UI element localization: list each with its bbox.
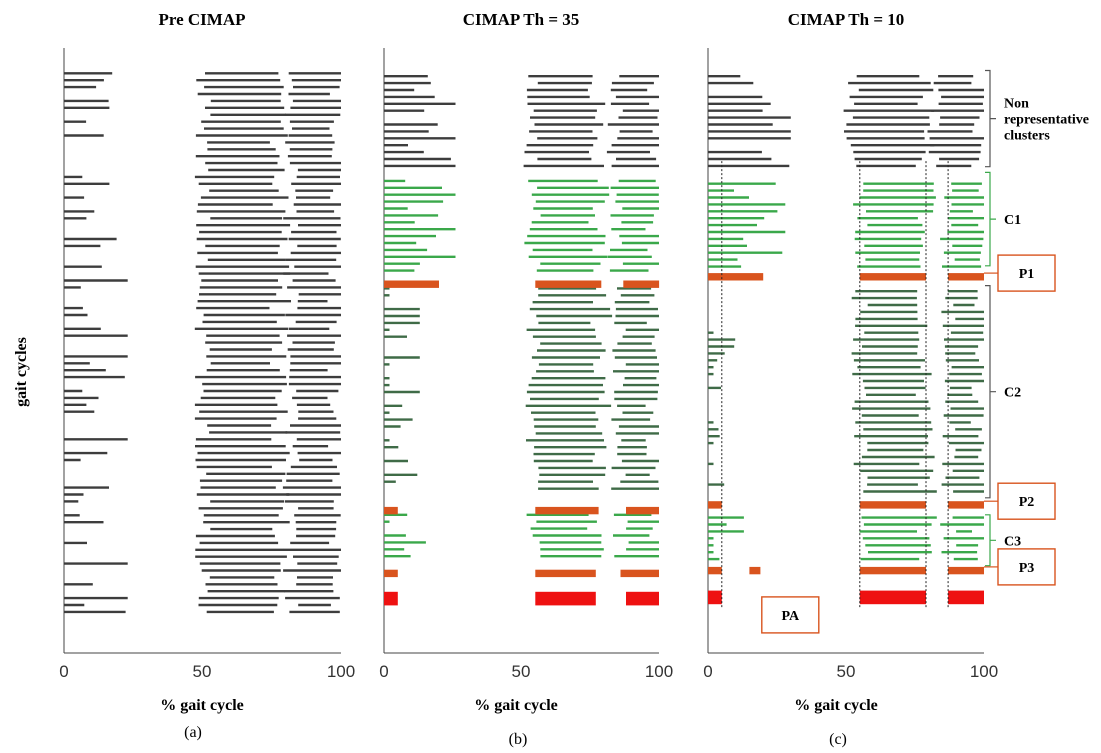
prototype-bar [708, 273, 764, 281]
prototype-bar [535, 280, 602, 288]
cluster-label: Non representative clusters [1004, 97, 1089, 144]
panel-c-xtick-0: 0 [703, 662, 712, 681]
prototype-label: PA [781, 609, 800, 624]
principal-activation-bar [948, 590, 984, 605]
cluster-label: C2 [1004, 386, 1021, 401]
panel-c-marks [708, 74, 984, 605]
cluster-bracket [985, 171, 996, 267]
prototype-label-box [997, 482, 1056, 520]
prototype-label: P2 [1019, 495, 1035, 510]
panel-a-xlabel: % gait cycle [160, 697, 244, 714]
panel-a: Pre CIMAP 0 50 100 % gait cycle (a) [59, 10, 355, 741]
prototype-bar [948, 566, 984, 575]
cluster-bracket [985, 285, 996, 499]
panel-b-xlabel: % gait cycle [474, 697, 558, 714]
prototype-label: P3 [1019, 561, 1035, 576]
panel-a-caption: (a) [184, 724, 202, 741]
cluster-bracket [985, 514, 996, 567]
panel-c-reference-lines [721, 161, 949, 609]
panel-c-xlabel: % gait cycle [794, 697, 878, 714]
principal-activation-bar [708, 590, 722, 605]
panel-a-title: Pre CIMAP [158, 10, 245, 29]
panel-c: CIMAP Th = 10 0 50 100 % gait cycle (c) … [703, 10, 1089, 748]
panel-b-title: CIMAP Th = 35 [463, 10, 580, 29]
prototype-bar [620, 569, 659, 578]
prototype-label-box [761, 596, 820, 634]
principal-activation-bar [626, 591, 659, 606]
prototype-bar [384, 506, 398, 515]
prototype-bar [859, 273, 926, 281]
prototype-bar [708, 566, 722, 575]
prototype-bar [749, 566, 761, 575]
prototype-label-box [997, 548, 1056, 586]
panel-c-xtick-50: 50 [837, 662, 856, 681]
prototype-bar [859, 566, 926, 575]
principal-activation-bar [859, 590, 926, 605]
panel-a-xtick-50: 50 [193, 662, 212, 681]
y-axis-label: gait cycles [13, 337, 30, 407]
panel-c-annotations: Non representative clusters C1 P1 C2 P2 C3 P3 PA [761, 69, 1089, 634]
panel-a-xtick-100: 100 [327, 662, 355, 681]
prototype-bar [948, 273, 984, 281]
prototype-bar [708, 501, 722, 509]
prototype-bar [535, 506, 599, 515]
prototype-bar [948, 501, 984, 509]
prototype-bar [626, 506, 659, 515]
panel-b-caption: (b) [509, 731, 528, 748]
panel-c-xtick-100: 100 [970, 662, 998, 681]
prototype-bar [384, 569, 398, 578]
cluster-bracket [985, 69, 996, 168]
cluster-label: C3 [1004, 534, 1021, 549]
panel-b-xtick-50: 50 [512, 662, 531, 681]
panel-c-title: CIMAP Th = 10 [788, 10, 905, 29]
panel-c-caption: (c) [829, 731, 847, 748]
prototype-bar [535, 569, 596, 578]
prototype-label: P1 [1019, 267, 1035, 282]
prototype-bar [384, 280, 439, 288]
panel-b-xtick-100: 100 [645, 662, 673, 681]
principal-activation-bar [384, 591, 398, 606]
prototype-bar [859, 501, 926, 509]
cluster-label: C1 [1004, 213, 1021, 228]
panel-a-marks [64, 72, 341, 614]
prototype-bar [623, 280, 660, 288]
panel-b: CIMAP Th = 35 0 50 100 % gait cycle (b) [379, 10, 673, 748]
principal-activation-bar [535, 591, 596, 606]
panel-b-marks [384, 74, 660, 606]
panel-b-xtick-0: 0 [379, 662, 388, 681]
panel-a-xtick-0: 0 [59, 662, 68, 681]
prototype-label-box [997, 254, 1056, 292]
